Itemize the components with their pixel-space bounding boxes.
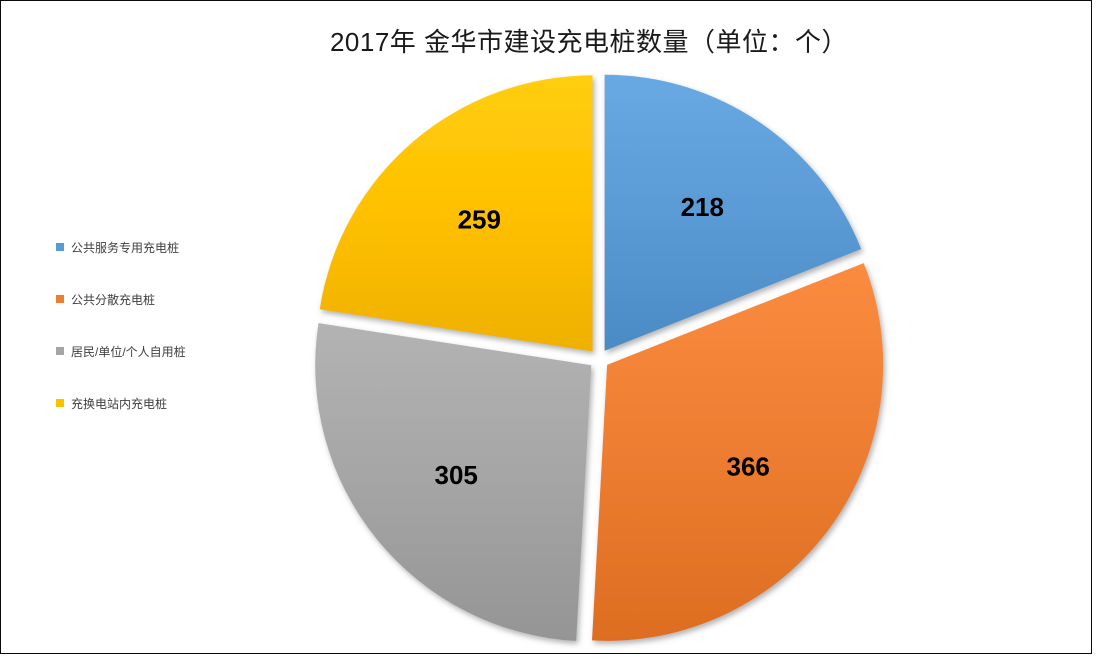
slice-value-label: 366 (727, 451, 770, 481)
legend-swatch-icon (56, 347, 64, 355)
legend-item-private[interactable]: 居民/单位/个人自用桩 (56, 344, 186, 359)
legend: 公共服务专用充电桩 公共分散充电桩 居民/单位/个人自用桩 充换电站内充电桩 (56, 240, 186, 411)
legend-item-label: 充换电站内充电桩 (71, 396, 168, 411)
pie-slice-3[interactable] (319, 75, 593, 352)
legend-item-public-dispersed[interactable]: 公共分散充电桩 (56, 292, 186, 307)
legend-swatch-icon (56, 399, 64, 407)
legend-item-label: 居民/单位/个人自用桩 (71, 344, 186, 359)
pie-slice-1[interactable] (592, 263, 884, 641)
slice-value-label: 218 (681, 192, 724, 222)
legend-swatch-icon (56, 295, 64, 303)
chart-title: 2017年 金华市建设充电桩数量（单位：个） (329, 27, 849, 57)
legend-item-label: 公共分散充电桩 (71, 292, 156, 307)
legend-item-swap-station[interactable]: 充换电站内充电桩 (56, 396, 186, 411)
legend-swatch-icon (56, 243, 64, 251)
pie-slice-0[interactable] (604, 74, 862, 351)
legend-item-public-service[interactable]: 公共服务专用充电桩 (56, 240, 186, 255)
legend-item-label: 公共服务专用充电桩 (71, 240, 180, 255)
slice-value-label: 259 (458, 204, 501, 234)
pie-slice-2[interactable] (315, 323, 592, 641)
slice-value-label: 305 (435, 460, 478, 490)
